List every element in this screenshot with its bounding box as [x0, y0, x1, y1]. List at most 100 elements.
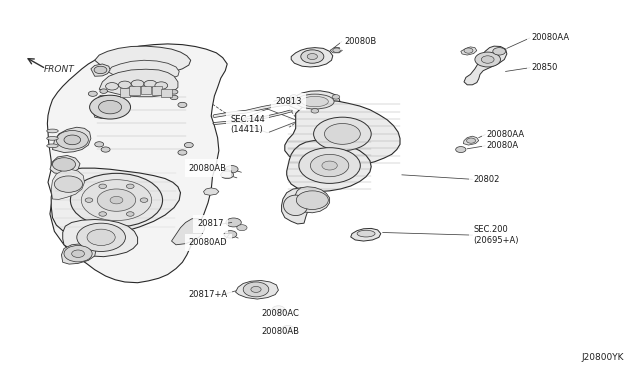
Circle shape	[52, 158, 76, 171]
Circle shape	[72, 250, 84, 257]
Circle shape	[88, 91, 97, 96]
Text: 20080AB: 20080AB	[261, 327, 299, 336]
Circle shape	[95, 142, 104, 147]
Ellipse shape	[47, 144, 58, 148]
Circle shape	[170, 95, 178, 100]
Ellipse shape	[357, 230, 375, 237]
Circle shape	[54, 176, 83, 192]
Text: 20080B: 20080B	[344, 37, 376, 46]
Circle shape	[64, 135, 81, 145]
Circle shape	[311, 109, 319, 113]
Circle shape	[332, 95, 340, 99]
Circle shape	[307, 54, 317, 60]
Text: 20080AD: 20080AD	[189, 238, 227, 247]
Circle shape	[301, 50, 324, 63]
Circle shape	[131, 80, 144, 87]
Polygon shape	[285, 100, 400, 167]
Polygon shape	[351, 228, 381, 241]
Circle shape	[243, 282, 269, 297]
Text: SEC.144
(14411): SEC.144 (14411)	[230, 115, 265, 134]
Ellipse shape	[301, 96, 328, 107]
Circle shape	[90, 95, 131, 119]
Circle shape	[324, 124, 360, 144]
Ellipse shape	[47, 137, 58, 140]
Circle shape	[87, 229, 115, 246]
Circle shape	[100, 89, 108, 93]
Circle shape	[99, 95, 106, 100]
Bar	[129, 86, 140, 95]
Circle shape	[126, 212, 134, 216]
Circle shape	[272, 306, 285, 313]
Circle shape	[314, 117, 371, 151]
Bar	[152, 86, 162, 95]
Text: 20802: 20802	[474, 175, 500, 184]
Polygon shape	[91, 64, 110, 76]
Bar	[161, 89, 172, 97]
Circle shape	[221, 171, 234, 179]
Circle shape	[106, 83, 118, 90]
Circle shape	[144, 80, 157, 88]
Circle shape	[118, 81, 131, 89]
Circle shape	[251, 286, 261, 292]
Polygon shape	[47, 44, 227, 283]
Circle shape	[456, 147, 466, 153]
Ellipse shape	[47, 129, 58, 133]
Polygon shape	[236, 280, 278, 299]
Polygon shape	[293, 187, 330, 213]
Bar	[141, 86, 151, 94]
Text: 20080AA: 20080AA	[486, 130, 525, 139]
Text: 20080A: 20080A	[486, 141, 518, 150]
Bar	[120, 88, 130, 97]
Polygon shape	[63, 219, 138, 257]
Polygon shape	[51, 168, 180, 236]
Circle shape	[467, 138, 476, 143]
Text: 20850: 20850	[531, 63, 557, 72]
Circle shape	[333, 48, 340, 52]
Polygon shape	[330, 48, 342, 53]
Circle shape	[56, 131, 88, 149]
Circle shape	[299, 148, 360, 183]
Circle shape	[322, 161, 337, 170]
Polygon shape	[50, 155, 80, 174]
Text: 20080AB: 20080AB	[189, 164, 227, 173]
Circle shape	[170, 90, 178, 94]
Text: 20080AA: 20080AA	[531, 33, 570, 42]
Ellipse shape	[296, 94, 334, 109]
Text: J20800YK: J20800YK	[582, 353, 624, 362]
Polygon shape	[464, 46, 507, 85]
Circle shape	[101, 147, 110, 152]
Circle shape	[481, 56, 494, 63]
Polygon shape	[52, 127, 91, 153]
Polygon shape	[282, 188, 310, 224]
Polygon shape	[99, 69, 178, 97]
Polygon shape	[287, 141, 371, 192]
Text: FRONT: FRONT	[44, 65, 74, 74]
Circle shape	[97, 189, 136, 211]
Polygon shape	[61, 244, 96, 264]
Circle shape	[94, 66, 107, 74]
Polygon shape	[461, 47, 477, 55]
Circle shape	[493, 48, 506, 55]
Circle shape	[85, 198, 93, 202]
Polygon shape	[204, 188, 219, 195]
Polygon shape	[95, 46, 191, 74]
Circle shape	[464, 48, 473, 53]
Circle shape	[178, 150, 187, 155]
Polygon shape	[51, 169, 84, 199]
Circle shape	[184, 142, 193, 148]
Circle shape	[155, 82, 168, 89]
Text: SEC.200
(20695+A): SEC.200 (20695+A)	[474, 225, 519, 245]
Circle shape	[296, 191, 328, 209]
Circle shape	[64, 246, 92, 262]
Circle shape	[225, 166, 238, 173]
Circle shape	[126, 184, 134, 189]
Polygon shape	[108, 60, 179, 81]
Circle shape	[70, 173, 163, 227]
Ellipse shape	[284, 195, 308, 216]
Circle shape	[99, 212, 106, 216]
Circle shape	[224, 231, 237, 238]
Circle shape	[226, 218, 241, 227]
Circle shape	[81, 180, 152, 221]
Circle shape	[77, 223, 125, 251]
Text: 20817: 20817	[197, 219, 223, 228]
